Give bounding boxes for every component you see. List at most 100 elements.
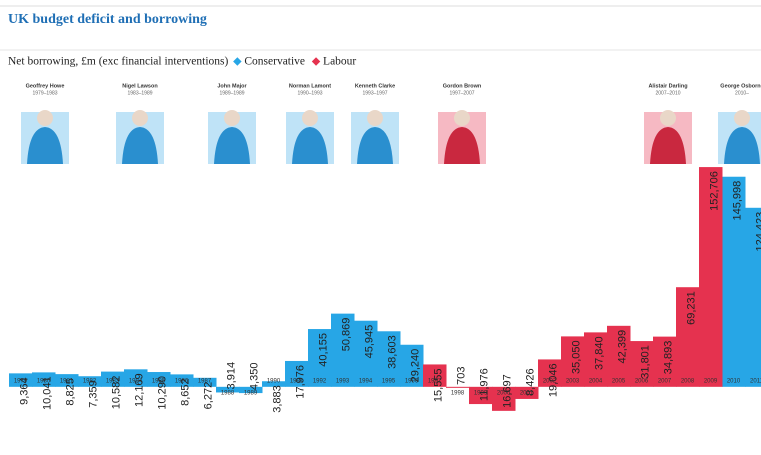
chancellor-name: Kenneth Clarke <box>355 83 395 89</box>
portrait-body <box>214 127 250 164</box>
x-tick-label: 2005 <box>612 378 626 384</box>
value-label: 12,169 <box>133 373 145 407</box>
value-label: 145,998 <box>731 181 743 221</box>
bar <box>745 207 761 387</box>
portrait-body <box>650 127 686 164</box>
bar <box>377 331 401 387</box>
value-label: 124,423 <box>754 212 761 252</box>
value-label: 16,697 <box>501 374 513 408</box>
value-label: 3,914 <box>225 362 237 390</box>
portrait-body <box>724 127 760 164</box>
value-label: 152,706 <box>708 171 720 211</box>
x-tick-label: 2002 <box>543 378 557 384</box>
portrait-head <box>367 110 383 126</box>
chancellor-term: 1983–1989 <box>127 90 152 96</box>
bar <box>538 359 562 387</box>
bar <box>584 332 608 387</box>
portrait-head <box>660 110 676 126</box>
bar <box>676 287 700 387</box>
value-label: 15,555 <box>432 368 444 402</box>
value-label: 7,359 <box>87 380 99 408</box>
bar <box>400 344 424 387</box>
bar <box>9 373 33 387</box>
legend-marker <box>311 57 321 66</box>
x-tick-label: 1998 <box>451 390 465 396</box>
portrait-head <box>224 110 240 126</box>
portrait-head <box>302 110 318 126</box>
chancellor-term: 1993–1997 <box>362 90 387 96</box>
chancellor-name: George Osborne <box>720 83 761 89</box>
x-tick-label: 1995 <box>382 378 396 384</box>
value-label: 35,050 <box>570 340 582 374</box>
bar <box>561 336 585 387</box>
bar <box>722 176 746 387</box>
value-label: 69,231 <box>685 291 697 325</box>
bar <box>492 386 516 411</box>
x-tick-label: 1980 <box>37 378 51 384</box>
chancellor-term: 1990–1993 <box>297 90 322 96</box>
x-tick-label: 1982 <box>83 378 97 384</box>
x-tick-label: 1988 <box>221 390 235 396</box>
x-tick-label: 2006 <box>635 378 649 384</box>
x-tick-label: 1986 <box>175 378 189 384</box>
bar <box>446 386 470 388</box>
bar <box>216 386 240 393</box>
value-label: 8,652 <box>179 378 191 406</box>
bar <box>32 372 56 387</box>
portrait-body <box>444 127 480 164</box>
value-label: 29,240 <box>409 349 421 383</box>
chancellor-term: 2010– <box>735 90 749 96</box>
chancellor-term: 1997–2007 <box>449 90 474 96</box>
value-label: 17,976 <box>294 365 306 399</box>
value-label: 42,399 <box>616 330 628 364</box>
bar <box>308 329 332 387</box>
portrait-head <box>734 110 750 126</box>
x-tick-label: 1991 <box>290 378 304 384</box>
portrait-head <box>132 110 148 126</box>
value-label: 10,582 <box>110 376 122 410</box>
bar <box>78 376 102 387</box>
x-tick-label: 1985 <box>152 378 166 384</box>
value-label: 3,883 <box>271 385 283 413</box>
x-tick-label: 2004 <box>589 378 603 384</box>
chancellor-name: Alistair Darling <box>648 83 687 89</box>
bar <box>423 364 447 387</box>
legend-label: Conservative <box>244 56 305 68</box>
x-tick-label: 1994 <box>359 378 373 384</box>
x-tick-label: 1989 <box>244 390 258 396</box>
portrait-body <box>122 127 158 164</box>
value-label: 703 <box>455 366 467 384</box>
x-tick-label: 2011 <box>750 378 761 384</box>
value-label: 8,825 <box>64 378 76 406</box>
chart-title: UK budget deficit and borrowing <box>8 12 207 27</box>
value-label: 45,945 <box>363 325 375 359</box>
bar <box>653 336 677 387</box>
x-tick-label: 2009 <box>704 378 718 384</box>
bar <box>124 369 148 387</box>
bar <box>170 374 194 387</box>
value-label: 6,272 <box>202 382 214 410</box>
chancellor-term: 2007–2010 <box>655 90 680 96</box>
portrait-head <box>37 110 53 126</box>
legend-label: Labour <box>323 56 356 68</box>
bar <box>147 372 171 387</box>
bar <box>699 167 723 387</box>
chancellor-name: Nigel Lawson <box>122 83 158 89</box>
bar <box>515 386 539 399</box>
value-label: 19,046 <box>547 363 559 397</box>
value-label: 10,290 <box>156 376 168 410</box>
portrait-head <box>454 110 470 126</box>
value-label: 50,869 <box>340 318 352 352</box>
chancellor-term: 1979–1983 <box>32 90 57 96</box>
x-tick-label: 2003 <box>566 378 580 384</box>
value-label: 9,364 <box>18 377 30 405</box>
x-tick-label: 1999 <box>474 390 488 396</box>
x-tick-label: 2001 <box>520 390 534 396</box>
value-label: 4,350 <box>248 363 260 391</box>
bar <box>55 374 79 387</box>
annotation: Surplus <box>469 364 493 371</box>
x-tick-label: 1996 <box>405 378 419 384</box>
chancellor-name: Norman Lamont <box>289 83 331 89</box>
bar <box>101 371 125 387</box>
